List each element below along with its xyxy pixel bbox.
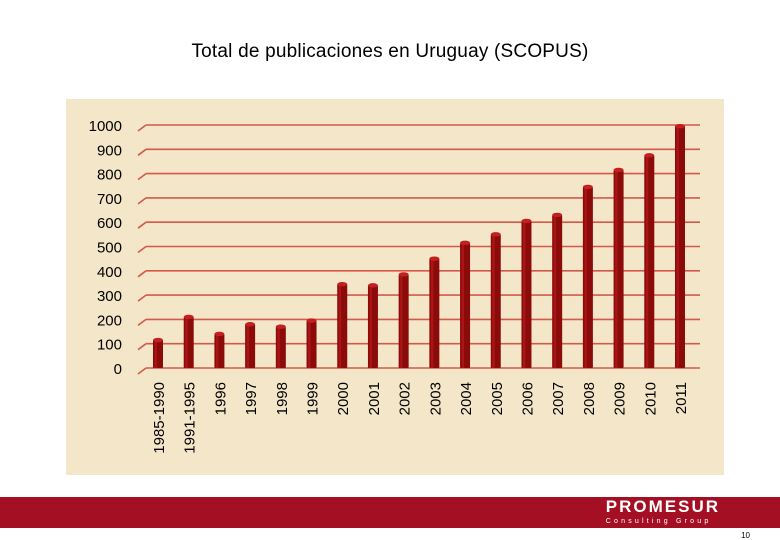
y-tick-label: 900 (97, 142, 122, 159)
x-tick-label: 2001 (366, 382, 383, 415)
page-number: 10 (741, 531, 750, 540)
bar-highlight (553, 214, 557, 368)
bar-highlight (492, 234, 495, 368)
chart-panel: 0 100 200 300 400 500 600 700 800 900 1000 1985-199… (66, 99, 724, 475)
bar-highlight (400, 274, 403, 368)
x-tick-label: 2011 (673, 382, 690, 414)
y-tick-label: 700 (97, 191, 122, 208)
x-tick-label: 1996 (212, 382, 229, 415)
bar-top (153, 337, 163, 343)
brand-tagline: Consulting Group (605, 518, 712, 525)
x-tick-label: 2003 (427, 382, 444, 415)
bar-top (460, 240, 471, 246)
x-tick-label: 1985-1990 (151, 382, 168, 454)
x-tick-label: 1999 (305, 382, 322, 415)
bar-top (582, 184, 593, 190)
bar-highlight (154, 340, 157, 368)
bar-chart: 0 100 200 300 400 500 600 700 800 900 1000 1985-199… (89, 118, 700, 454)
bar-top (337, 281, 348, 287)
bar-top (644, 153, 655, 158)
bar-highlight (215, 333, 219, 368)
bar-highlight (522, 220, 526, 368)
y-tick-label: 500 (97, 240, 122, 257)
y-tick-label: 600 (97, 215, 122, 232)
slide-title: Total de publicaciones en Uruguay (SCOPU… (191, 41, 589, 62)
brand-logo: PROMESUR Consulting Group (606, 498, 720, 527)
x-tick-label: 2009 (612, 382, 629, 415)
bar-top (552, 212, 563, 218)
x-tick-label: 2002 (397, 382, 414, 415)
bar-highlight (338, 284, 342, 368)
x-tick-label: 2007 (550, 382, 567, 415)
y-tick-label: 300 (97, 288, 122, 305)
bar-top (613, 167, 624, 173)
x-tick-label: 2006 (519, 382, 536, 415)
bar-highlight (185, 316, 188, 368)
bar-top (245, 322, 256, 327)
bar-highlight (430, 258, 434, 368)
gridline-slant (137, 270, 147, 278)
bar-highlight (308, 320, 311, 368)
bar-highlight (676, 126, 679, 368)
x-tick-label: 1997 (243, 382, 260, 415)
y-tick-label: 0 (114, 361, 122, 378)
bar-top (429, 256, 440, 261)
bar-top (675, 124, 685, 129)
bar-highlight (461, 242, 465, 368)
bar-highlight (615, 169, 618, 368)
gridline-slant (137, 221, 147, 229)
bar (183, 316, 194, 368)
y-tick-label: 100 (97, 337, 122, 354)
gridline-slant (137, 294, 147, 302)
x-tick-label: 2000 (335, 382, 352, 415)
gridline-slant (137, 367, 147, 375)
gridline-slant (137, 124, 147, 132)
bar-top (367, 283, 378, 288)
bar-top (275, 324, 286, 329)
footer-band (0, 497, 780, 528)
y-tick-label: 800 (97, 167, 122, 184)
y-tick-label: 1000 (89, 118, 122, 135)
x-tick-label: 2004 (458, 382, 475, 415)
gridline-slant (137, 148, 147, 156)
brand-name: PROMESUR (605, 497, 720, 516)
bar-top (183, 314, 194, 320)
gridline-slant (137, 318, 147, 327)
gridline-slant (137, 197, 147, 205)
y-tick-label: 400 (97, 264, 122, 281)
bar-top (306, 318, 317, 323)
bar-top (490, 232, 501, 237)
bar-highlight (369, 285, 372, 368)
bar-top (521, 218, 532, 224)
gridline-slant (137, 245, 147, 254)
x-tick-label: 1998 (274, 382, 291, 415)
bar-highlight (645, 155, 649, 368)
x-tick-label: 2008 (581, 382, 598, 415)
x-tick-label: 2010 (642, 382, 659, 415)
bar-highlight (277, 326, 280, 368)
bar-top (214, 331, 225, 337)
y-tick-label: 200 (97, 312, 122, 329)
x-tick-label: 2005 (489, 382, 506, 415)
bar-highlight (584, 186, 587, 368)
x-tick-label: 1991-1995 (182, 382, 199, 454)
gridline-slant (137, 172, 147, 181)
bar-top (398, 272, 409, 277)
bar-highlight (246, 324, 250, 368)
gridline-slant (137, 343, 147, 351)
